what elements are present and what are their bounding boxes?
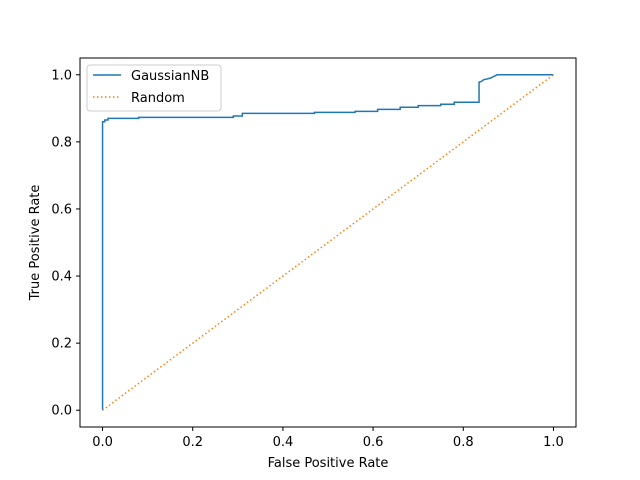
y-tick-label: 0.8	[51, 135, 72, 150]
y-tick-label: 0.2	[51, 337, 72, 352]
series-line-random	[102, 74, 554, 411]
x-tick-label: 0.8	[453, 435, 474, 450]
y-tick-label: 1.0	[51, 68, 72, 83]
plot-frame	[79, 57, 577, 428]
series-layer	[101, 74, 554, 411]
x-axis-label: False Positive Rate	[268, 456, 389, 471]
y-tick-label: 0.4	[51, 270, 72, 285]
x-tick-label: 0.0	[92, 435, 113, 450]
series-line-gaussiannb	[101, 74, 554, 411]
x-tick-label: 1.0	[543, 435, 564, 450]
legend: GaussianNB Random	[86, 64, 222, 112]
legend-label-random: Random	[131, 91, 185, 106]
legend-box	[86, 64, 222, 112]
ticks-layer: 0.0 0.2 0.4 0.6 0.8 1.0 0.0 0.2 0.4 0.6 0.8 1.0	[51, 68, 563, 450]
y-axis-label: True Positive Rate	[28, 185, 43, 302]
y-tick-label: 0.6	[51, 202, 72, 217]
x-tick-label: 0.6	[363, 435, 384, 450]
y-tick-label: 0.0	[51, 404, 72, 419]
legend-label-gaussiannb: GaussianNB	[131, 69, 209, 84]
x-tick-label: 0.4	[273, 435, 294, 450]
x-tick-label: 0.2	[182, 435, 203, 450]
